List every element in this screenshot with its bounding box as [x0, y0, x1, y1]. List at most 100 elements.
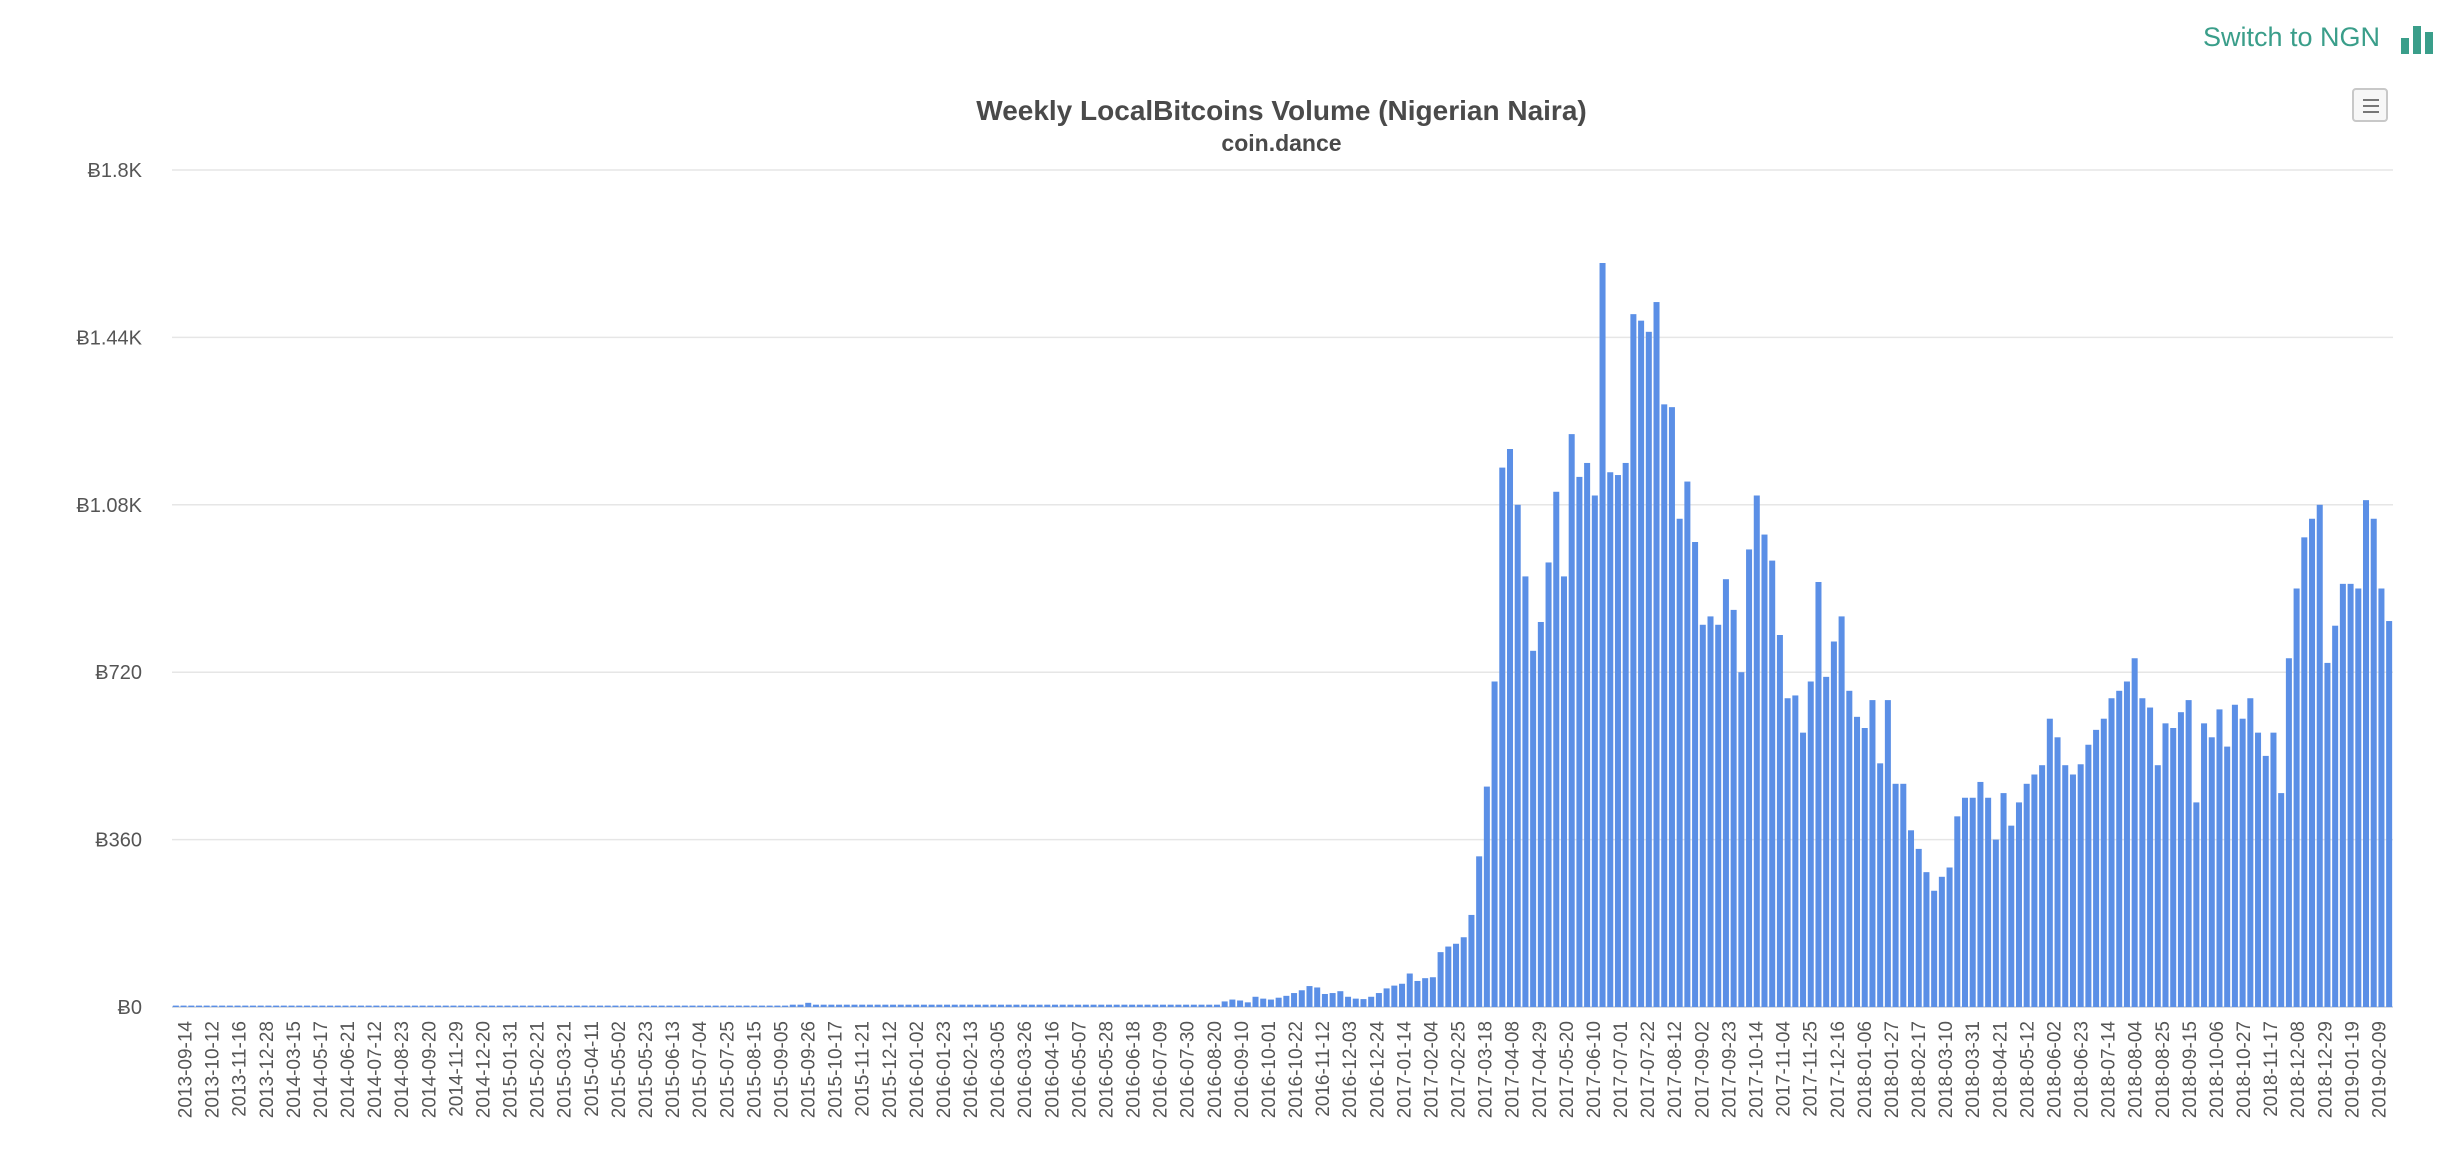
bar[interactable]	[396, 1005, 403, 1007]
bar[interactable]	[774, 1005, 781, 1007]
bar[interactable]	[1607, 472, 1614, 1007]
bar[interactable]	[543, 1005, 550, 1007]
bar[interactable]	[1584, 462, 1591, 1007]
bar[interactable]	[1213, 1004, 1220, 1007]
bar[interactable]	[581, 1005, 588, 1007]
bar[interactable]	[2139, 698, 2146, 1007]
bar[interactable]	[2316, 504, 2323, 1007]
bar[interactable]	[573, 1005, 580, 1007]
bar[interactable]	[2386, 621, 2393, 1007]
bar[interactable]	[797, 1004, 804, 1007]
bar[interactable]	[504, 1005, 511, 1007]
bar[interactable]	[1252, 996, 1259, 1007]
bar[interactable]	[1082, 1004, 1089, 1007]
bar[interactable]	[1985, 797, 1992, 1007]
bar[interactable]	[373, 1005, 380, 1007]
bar[interactable]	[1769, 560, 1776, 1007]
bar[interactable]	[1028, 1004, 1035, 1007]
bar[interactable]	[1961, 797, 1969, 1007]
bar[interactable]	[1375, 993, 1382, 1007]
bar[interactable]	[689, 1005, 696, 1007]
bar[interactable]	[1321, 993, 1328, 1007]
bar[interactable]	[2131, 658, 2138, 1007]
bar[interactable]	[990, 1004, 997, 1007]
bar[interactable]	[1167, 1004, 1174, 1007]
bar[interactable]	[481, 1005, 488, 1007]
bar[interactable]	[1314, 987, 1321, 1007]
bar[interactable]	[2201, 723, 2208, 1007]
bar[interactable]	[1229, 999, 1236, 1007]
bar[interactable]	[1877, 763, 1884, 1007]
bar[interactable]	[1267, 999, 1274, 1007]
bar[interactable]	[951, 1004, 958, 1007]
bar[interactable]	[527, 1005, 534, 1007]
bar[interactable]	[650, 1005, 657, 1007]
bar[interactable]	[381, 1005, 388, 1007]
bar[interactable]	[1360, 999, 1367, 1007]
bar[interactable]	[2332, 625, 2339, 1007]
bar[interactable]	[188, 1005, 195, 1007]
bar[interactable]	[1260, 998, 1267, 1007]
bar[interactable]	[303, 1005, 310, 1007]
bar[interactable]	[1237, 1000, 1244, 1007]
bar[interactable]	[1445, 946, 1452, 1007]
bar[interactable]	[2278, 793, 2285, 1007]
bar[interactable]	[357, 1005, 364, 1007]
bar[interactable]	[1545, 562, 1552, 1007]
bar[interactable]	[843, 1004, 850, 1007]
bar[interactable]	[2123, 681, 2130, 1008]
bar[interactable]	[1476, 856, 1483, 1007]
bar[interactable]	[658, 1005, 665, 1007]
bar[interactable]	[789, 1004, 796, 1007]
bar[interactable]	[1206, 1004, 1213, 1007]
bar[interactable]	[1291, 993, 1298, 1007]
bar[interactable]	[1352, 998, 1359, 1007]
bar[interactable]	[720, 1005, 727, 1007]
bar[interactable]	[2239, 718, 2246, 1007]
bar[interactable]	[1676, 518, 1683, 1007]
bar[interactable]	[327, 1005, 334, 1007]
bar[interactable]	[920, 1004, 927, 1007]
bar[interactable]	[704, 1005, 711, 1007]
bar[interactable]	[350, 1005, 357, 1007]
bar[interactable]	[905, 1004, 912, 1007]
bar[interactable]	[1807, 681, 1814, 1008]
bar[interactable]	[1591, 495, 1598, 1008]
bar[interactable]	[1954, 816, 1961, 1007]
bar[interactable]	[1900, 783, 1907, 1007]
bar[interactable]	[928, 1004, 935, 1007]
bar[interactable]	[558, 1005, 565, 1007]
bar[interactable]	[1306, 986, 1313, 1007]
bar[interactable]	[411, 1005, 418, 1007]
bar[interactable]	[1221, 1001, 1228, 1007]
bar[interactable]	[1614, 475, 1621, 1007]
bar[interactable]	[496, 1005, 503, 1007]
bar[interactable]	[1923, 872, 1930, 1007]
bar[interactable]	[1098, 1004, 1105, 1007]
bar[interactable]	[450, 1005, 457, 1007]
bar[interactable]	[311, 1005, 318, 1007]
bar[interactable]	[203, 1005, 210, 1007]
bar[interactable]	[944, 1004, 951, 1007]
bar[interactable]	[697, 1005, 704, 1007]
bar[interactable]	[1692, 542, 1699, 1007]
bar[interactable]	[2285, 658, 2292, 1007]
bar[interactable]	[1152, 1004, 1159, 1007]
bar[interactable]	[1653, 302, 1660, 1007]
bar[interactable]	[2255, 732, 2262, 1007]
bar[interactable]	[1576, 476, 1583, 1007]
bar[interactable]	[1707, 616, 1714, 1007]
bar[interactable]	[1453, 943, 1460, 1007]
bar[interactable]	[1175, 1004, 1182, 1007]
bar[interactable]	[1283, 995, 1290, 1007]
bar[interactable]	[751, 1005, 758, 1007]
bar[interactable]	[2008, 825, 2015, 1007]
bar[interactable]	[1892, 783, 1899, 1007]
bar[interactable]	[2355, 588, 2362, 1008]
bar[interactable]	[1113, 1004, 1120, 1007]
bar[interactable]	[404, 1005, 411, 1007]
bar[interactable]	[758, 1005, 765, 1007]
bar[interactable]	[2301, 537, 2308, 1007]
bar[interactable]	[681, 1005, 688, 1007]
bar[interactable]	[1090, 1004, 1097, 1007]
